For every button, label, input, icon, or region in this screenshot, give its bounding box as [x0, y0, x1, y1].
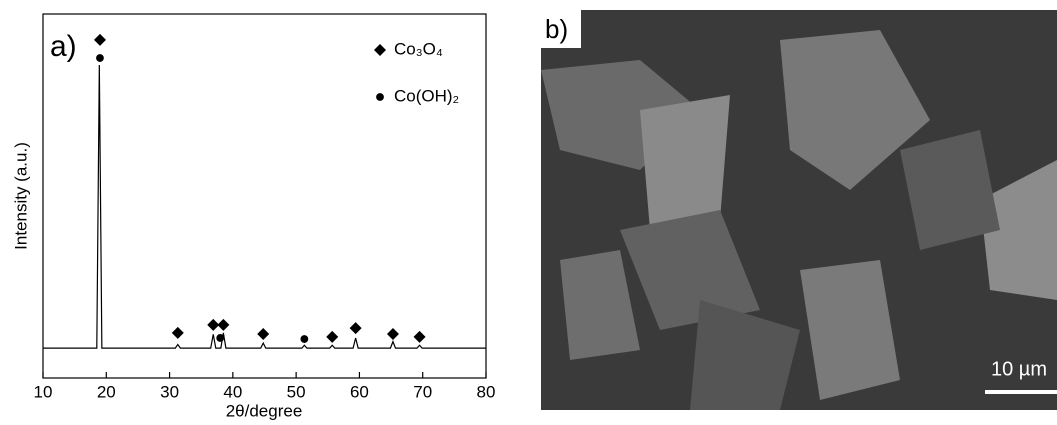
legend-label: Co(OH)₂ [394, 86, 459, 105]
peak-marker [96, 54, 104, 62]
peak-marker [172, 327, 184, 339]
x-tick-label: 40 [223, 382, 242, 401]
page: a) 2θ/degree Intensity (a.u.) b) 10 µm 1… [0, 0, 1057, 425]
peak-marker [217, 319, 229, 331]
x-tick-label: 10 [34, 382, 53, 401]
peak-marker [300, 335, 308, 343]
data-line [43, 65, 486, 348]
legend-symbol [376, 93, 384, 101]
legend-symbol [374, 44, 386, 56]
peak-marker [350, 322, 362, 334]
x-tick-label: 20 [97, 382, 116, 401]
x-axis-label: 2θ/degree [226, 401, 303, 420]
panel-label: a) [50, 30, 77, 63]
peak-marker [414, 331, 426, 343]
panel-label: b) [545, 14, 568, 44]
legend-label: Co₃O₄ [394, 39, 443, 58]
x-tick-label: 50 [287, 382, 306, 401]
peak-marker [94, 34, 106, 46]
y-axis-label: Intensity (a.u.) [11, 142, 30, 250]
x-tick-label: 70 [413, 382, 432, 401]
x-tick-label: 60 [350, 382, 369, 401]
peak-marker [387, 328, 399, 340]
figure: a) 2θ/degree Intensity (a.u.) b) 10 µm 1… [0, 0, 1057, 425]
x-tick-label: 30 [160, 382, 179, 401]
x-tick-label: 80 [477, 382, 496, 401]
sem-image [541, 10, 1057, 410]
peak-marker [257, 328, 269, 340]
peak-marker [216, 334, 224, 342]
plot-frame [43, 14, 486, 378]
scale-bar-label: 10 µm [991, 358, 1047, 380]
peak-marker [326, 331, 338, 343]
